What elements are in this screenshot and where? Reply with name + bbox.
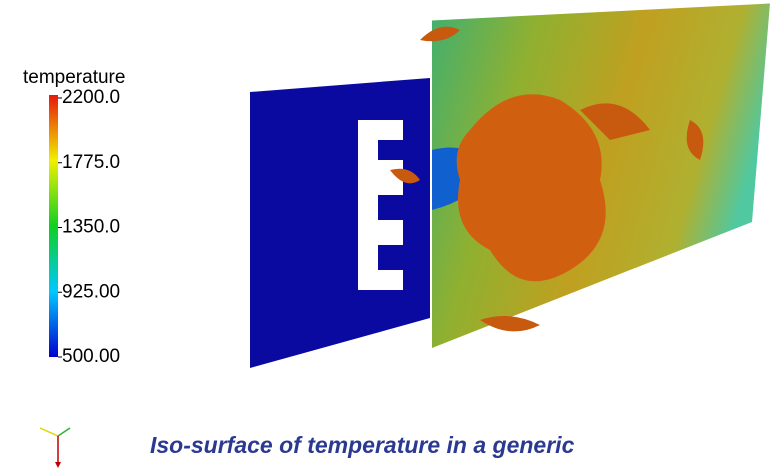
colorbar — [49, 95, 58, 357]
colorbar-ticks: 2200.0 1775.0 1350.0 925.00 500.00 — [58, 87, 120, 367]
visualization: temperature 2200.0 1775.0 1350.0 925.00 500.… — [0, 0, 780, 475]
scene — [250, 3, 770, 368]
tick-label: 1350.0 — [62, 217, 120, 238]
tick-label: 500.00 — [62, 346, 120, 367]
caption: Iso-surface of temperature in a generic — [150, 432, 575, 458]
axes-triad — [40, 428, 70, 468]
tick-label: 2200.0 — [62, 87, 120, 108]
colorbar-title: temperature — [23, 67, 125, 88]
tick-label: 925.00 — [62, 281, 120, 302]
tick-label: 1775.0 — [62, 152, 120, 173]
